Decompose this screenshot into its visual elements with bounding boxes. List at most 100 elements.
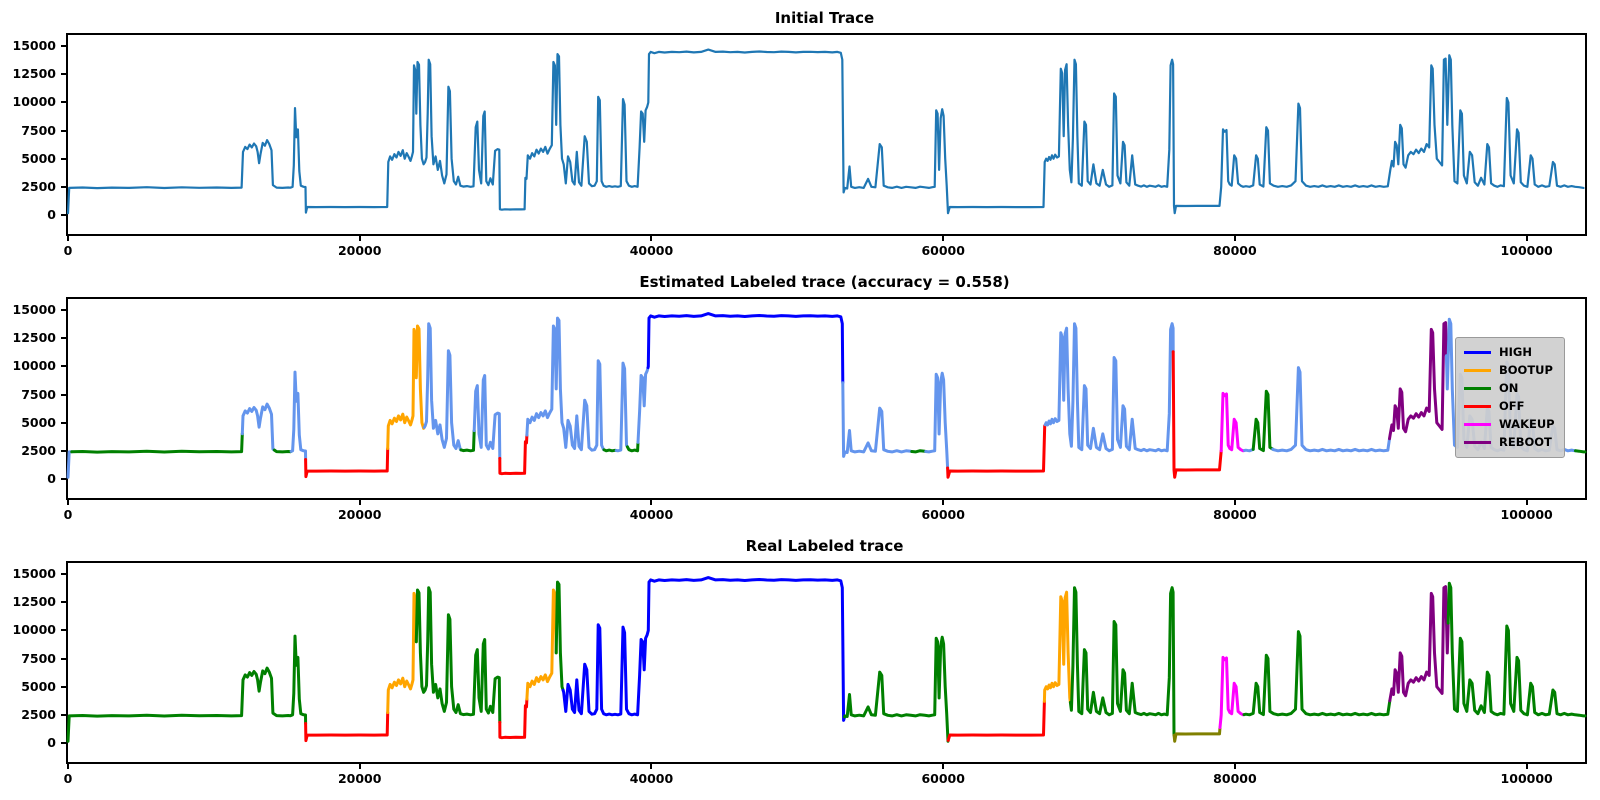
trace-line: [843, 635, 950, 743]
plot2-axes: HIGH BOOTUP ON OFF WAKEUP REBOOT 0 20000 40000 6…: [13, 297, 1587, 522]
legend-line-swatch: [1464, 422, 1491, 426]
legend-label: HIGH: [1499, 345, 1532, 360]
x-tick-label: 100000: [1500, 243, 1553, 258]
y-tick-mark: [61, 741, 66, 744]
y-tick-label: 2500: [21, 442, 56, 458]
plot2-title: Estimated Labeled trace (accuracy = 0.55…: [639, 273, 1010, 291]
y-tick-mark: [61, 421, 66, 424]
plot3-trace-svg: [66, 576, 1587, 743]
x-tick-label: 80000: [1213, 507, 1257, 522]
trace-line: [1043, 322, 1175, 453]
trace-line: [304, 711, 390, 743]
y-tick-label: 12500: [12, 66, 57, 82]
y-tick-label: 7500: [21, 386, 56, 402]
trace-line: [1388, 321, 1448, 441]
x-tick-label: 80000: [1213, 243, 1257, 258]
x-tick-label: 100000: [1500, 771, 1553, 786]
y-tick-mark: [61, 129, 66, 132]
trace-line: [614, 361, 629, 453]
trace-line: [1242, 447, 1255, 453]
plot3-axes: 0 20000 40000 60000 80000 100000 0 2500 5000 7500…: [13, 561, 1587, 786]
y-tick-label: 2500: [21, 706, 56, 722]
x-tick-label: 100000: [1500, 507, 1553, 522]
y-tick-label: 12500: [12, 594, 57, 610]
y-tick-mark: [61, 73, 66, 76]
trace-line: [272, 448, 293, 454]
y-tick-mark: [61, 573, 66, 576]
y-tick-mark: [61, 393, 66, 396]
legend-line-swatch: [1464, 350, 1491, 354]
y-tick-label: 0: [47, 470, 56, 486]
trace-line: [946, 423, 1047, 479]
y-tick-mark: [61, 157, 66, 160]
y-tick-mark: [61, 685, 66, 688]
trace-line: [66, 450, 74, 479]
legend-entry-bootup: BOOTUP: [1464, 363, 1556, 378]
legend-line-swatch: [1464, 404, 1491, 408]
y-tick-mark: [61, 657, 66, 660]
trace-line: [66, 48, 1585, 215]
trace-line: [386, 324, 426, 450]
legend-line-swatch: [1464, 440, 1491, 444]
plot1-axes: 0 20000 40000 60000 80000 100000 0 2500 5000 7500…: [13, 33, 1587, 258]
x-tick-mark: [67, 764, 69, 769]
y-tick-label: 12500: [12, 330, 57, 346]
legend-entry-off: OFF: [1464, 399, 1556, 414]
y-tick-label: 10000: [12, 622, 57, 638]
trace-line: [946, 699, 1046, 742]
x-tick-label: 40000: [629, 771, 674, 786]
trace-line: [1172, 726, 1222, 743]
legend-entry-reboot: REBOOT: [1464, 435, 1556, 450]
y-tick-label: 15000: [12, 566, 57, 582]
y-tick-label: 15000: [12, 302, 57, 318]
trace-line: [1219, 391, 1246, 453]
x-tick-label: 60000: [921, 771, 965, 786]
trace-line: [602, 448, 618, 453]
trace-line: [1446, 581, 1587, 718]
legend-label: BOOTUP: [1499, 363, 1553, 378]
x-tick-label: 20000: [337, 507, 382, 522]
legend-label: REBOOT: [1499, 435, 1552, 450]
y-tick-mark: [61, 713, 66, 716]
x-tick-mark: [67, 500, 69, 505]
y-tick-mark: [61, 101, 66, 104]
trace-line: [910, 449, 928, 454]
trace-line: [924, 371, 950, 470]
trace-line: [472, 374, 502, 460]
legend-entry-on: ON: [1464, 381, 1556, 396]
y-tick-mark: [61, 449, 66, 452]
trace-line: [1242, 630, 1392, 717]
trace-line: [1251, 389, 1275, 453]
trace-line: [66, 634, 308, 743]
x-tick-label: 80000: [1213, 771, 1257, 786]
x-tick-mark: [358, 500, 361, 505]
trace-line: [1388, 585, 1450, 703]
plot2-trace-svg: [66, 312, 1587, 479]
trace-line: [1042, 590, 1072, 704]
y-tick-mark: [61, 629, 66, 632]
x-tick-mark: [650, 764, 653, 769]
y-tick-label: 10000: [12, 358, 57, 374]
y-tick-label: 5000: [21, 150, 56, 166]
y-tick-label: 15000: [12, 38, 57, 54]
trace-line: [636, 366, 650, 444]
trace-line: [554, 580, 565, 692]
y-tick-mark: [61, 365, 66, 368]
legend-entry-wakeup: WAKEUP: [1464, 417, 1556, 432]
y-tick-label: 5000: [21, 678, 56, 694]
y-tick-mark: [61, 45, 66, 48]
x-tick-mark: [1525, 500, 1528, 505]
trace-line: [525, 316, 606, 452]
trace-line: [240, 402, 276, 452]
y-tick-label: 5000: [21, 414, 56, 430]
x-tick-mark: [942, 764, 945, 769]
trace-line: [1068, 586, 1176, 737]
plot1-title: Initial Trace: [774, 9, 875, 27]
x-tick-label: 60000: [921, 243, 965, 258]
y-tick-mark: [61, 185, 66, 188]
y-tick-label: 2500: [21, 178, 56, 194]
x-tick-mark: [1525, 764, 1528, 769]
trace-line: [498, 433, 529, 476]
x-tick-mark: [650, 236, 653, 241]
